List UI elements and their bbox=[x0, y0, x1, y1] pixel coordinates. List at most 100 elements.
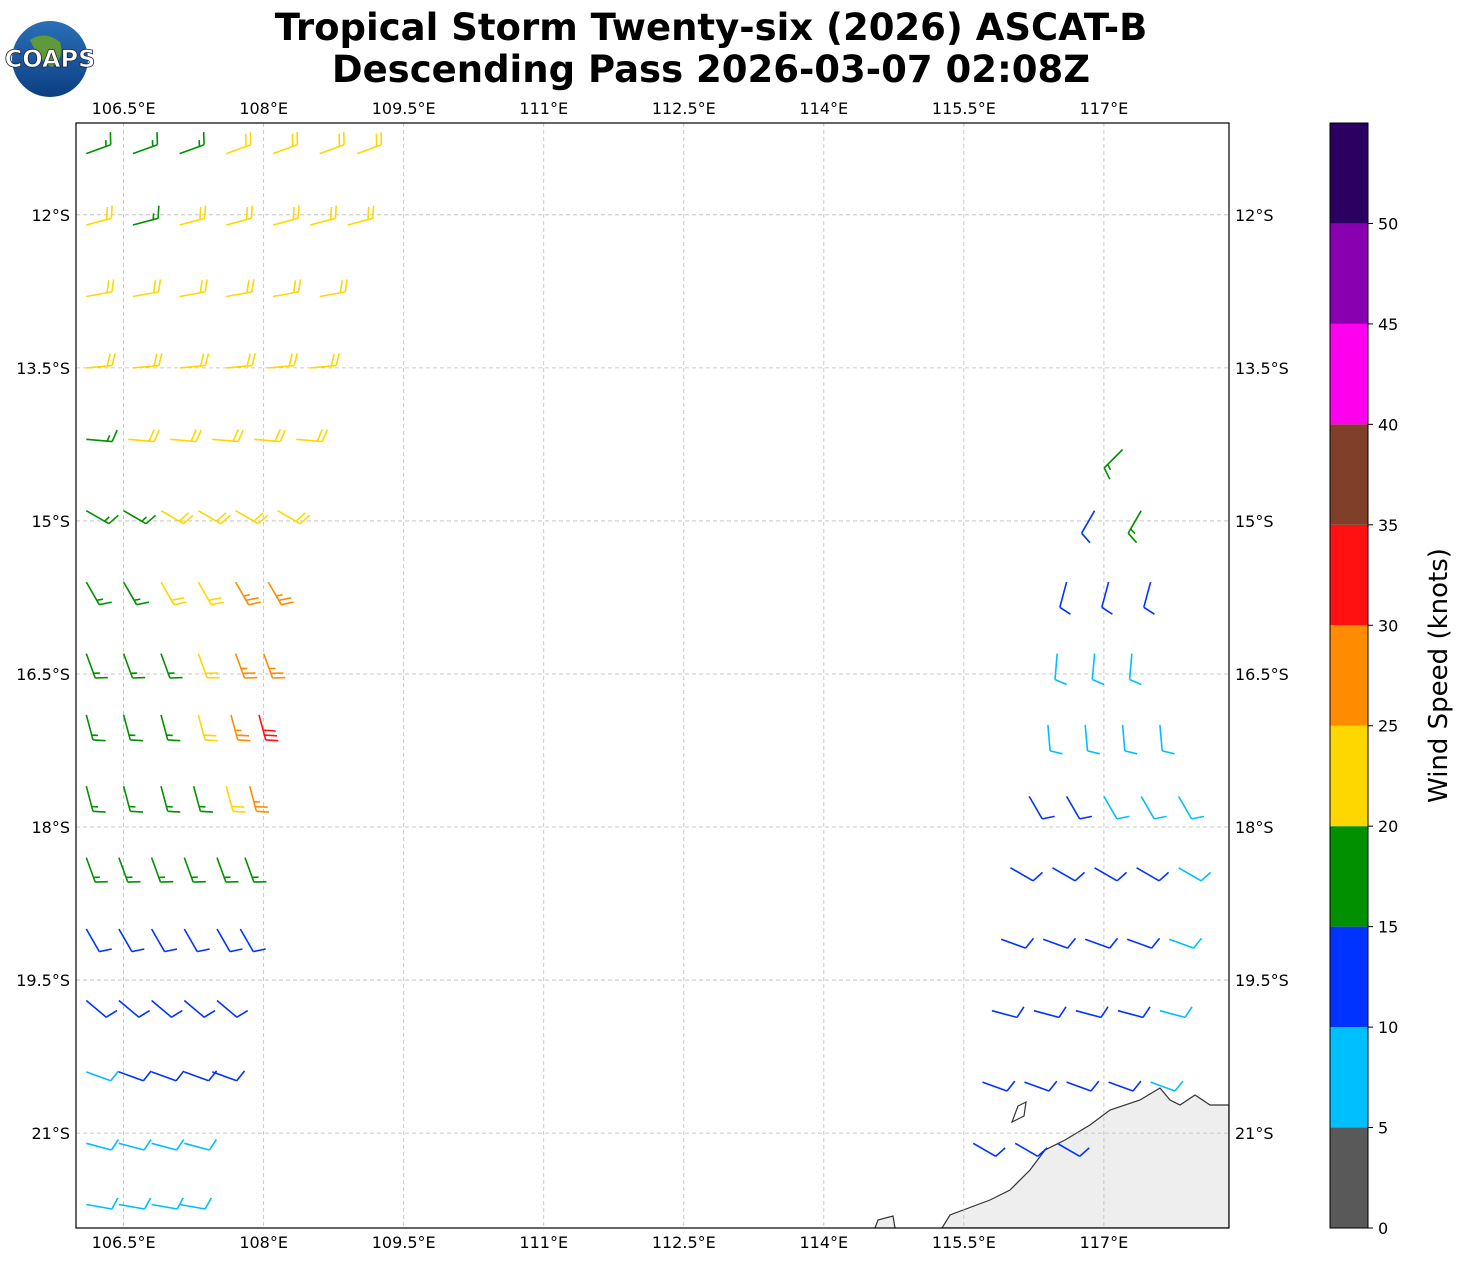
wind-barb bbox=[179, 279, 208, 298]
wind-barb bbox=[1047, 724, 1063, 755]
x-tick-label: 117°E bbox=[1080, 99, 1129, 118]
wind-barb bbox=[197, 714, 218, 742]
wind-barb bbox=[183, 999, 216, 1018]
wind-barb bbox=[1150, 1080, 1184, 1092]
x-tick-label: 112.5°E bbox=[652, 1233, 716, 1252]
wind-barb bbox=[1065, 795, 1093, 820]
wind-barb bbox=[85, 999, 118, 1018]
colorbar-tick-label: 45 bbox=[1378, 315, 1398, 334]
wind-barb bbox=[234, 581, 262, 606]
wind-barb bbox=[179, 132, 205, 155]
wind-barb bbox=[1059, 581, 1071, 615]
colorbar-band bbox=[1330, 323, 1368, 425]
y-tick-label: 15°S bbox=[31, 512, 70, 531]
wind-barb bbox=[1028, 795, 1055, 820]
wind-barb bbox=[132, 205, 160, 226]
wind-barb bbox=[262, 653, 286, 679]
wind-barb bbox=[160, 653, 183, 679]
wind-barb bbox=[356, 132, 383, 155]
wind-barb bbox=[179, 353, 210, 369]
y-tick-label: 12°S bbox=[1235, 206, 1274, 225]
wind-barb bbox=[347, 205, 375, 226]
colorbar-tick-label: 40 bbox=[1378, 415, 1398, 434]
wind-barb bbox=[1056, 1142, 1090, 1157]
wind-barb bbox=[226, 353, 256, 369]
logo-land bbox=[30, 35, 62, 67]
wind-barb bbox=[216, 928, 243, 953]
y-tick-label: 19.5°S bbox=[1235, 971, 1289, 990]
y-tick-label: 16.5°S bbox=[16, 665, 70, 684]
wind-barb bbox=[230, 714, 251, 742]
wind-barb bbox=[151, 999, 183, 1018]
colorbar-band bbox=[1330, 123, 1368, 224]
colorbar-tick-label: 25 bbox=[1378, 717, 1398, 736]
wind-barb bbox=[150, 928, 178, 953]
wind-barb bbox=[1033, 1006, 1067, 1019]
wind-barb bbox=[160, 581, 187, 606]
wind-barb bbox=[1128, 653, 1142, 686]
wind-barb bbox=[86, 1070, 120, 1082]
wind-barb bbox=[216, 857, 239, 883]
wind-barb bbox=[179, 205, 207, 226]
wind-barb bbox=[197, 653, 220, 679]
x-tick-label: 112.5°E bbox=[652, 99, 716, 118]
x-tick-label: 111°E bbox=[519, 1233, 568, 1252]
wind-barb bbox=[1052, 867, 1086, 882]
wind-barb bbox=[122, 581, 150, 606]
wind-barb bbox=[1136, 867, 1170, 882]
wind-barb bbox=[184, 1139, 218, 1151]
logo: COAPS bbox=[4, 21, 96, 97]
wind-barb bbox=[1140, 795, 1167, 820]
wind-barb bbox=[1091, 653, 1105, 686]
wind-barb bbox=[183, 928, 210, 953]
wind-barb bbox=[1024, 1080, 1058, 1092]
wind-barb bbox=[118, 1197, 152, 1210]
wind-barb bbox=[991, 1006, 1025, 1019]
wind-barb bbox=[319, 279, 348, 298]
wind-barb bbox=[170, 429, 202, 443]
coastline bbox=[941, 1087, 1229, 1228]
land bbox=[874, 1087, 1229, 1228]
wind-barb bbox=[151, 1139, 185, 1151]
wind-barb bbox=[85, 928, 112, 953]
y-tick-label: 16.5°S bbox=[1235, 665, 1289, 684]
wind-barb bbox=[197, 510, 231, 525]
wind-barb bbox=[248, 785, 270, 813]
wind-barb bbox=[123, 510, 157, 525]
wind-barb bbox=[1084, 724, 1100, 755]
wind-barb bbox=[85, 857, 108, 883]
wind-barb bbox=[132, 132, 159, 155]
wind-barb bbox=[86, 353, 116, 369]
colorbar-band bbox=[1330, 826, 1368, 927]
colorbar-tick-label: 10 bbox=[1378, 1018, 1398, 1037]
wind-barb bbox=[151, 1197, 184, 1210]
colorbar: 0 5 10 15 20 25 30 35 40 45 50 Wind Speed (knots) bbox=[1329, 122, 1454, 1238]
wind-barb bbox=[179, 1197, 213, 1210]
wind-barb bbox=[1168, 937, 1203, 949]
wind-barb bbox=[1042, 937, 1077, 949]
wind-barb bbox=[1159, 1006, 1193, 1019]
wind-barb bbox=[184, 1070, 218, 1082]
colorbar-band bbox=[1330, 725, 1368, 827]
wind-barb bbox=[1159, 724, 1175, 755]
x-tick-label: 114°E bbox=[799, 99, 848, 118]
wind-barb bbox=[226, 132, 252, 155]
wind-barb bbox=[85, 581, 112, 606]
wind-barb bbox=[244, 857, 267, 883]
wind-barb bbox=[150, 857, 174, 883]
wind-barb bbox=[118, 1139, 152, 1151]
map-frame bbox=[75, 122, 1230, 1229]
x-tick-label: 115.5°E bbox=[932, 99, 996, 118]
wind-barb bbox=[160, 785, 181, 813]
wind-barb bbox=[86, 279, 115, 298]
wind-barb bbox=[118, 857, 141, 883]
x-tick-label: 106.5°E bbox=[92, 99, 156, 118]
x-tick-label: 108°E bbox=[239, 1233, 288, 1252]
wind-barb bbox=[982, 1080, 1016, 1092]
colorbar-band bbox=[1330, 926, 1368, 1028]
wind-barb bbox=[1054, 653, 1067, 686]
colorbar-tick-label: 15 bbox=[1378, 918, 1398, 937]
wind-barb bbox=[192, 785, 214, 813]
wind-barb bbox=[1143, 581, 1155, 615]
wind-barb bbox=[1177, 795, 1205, 820]
